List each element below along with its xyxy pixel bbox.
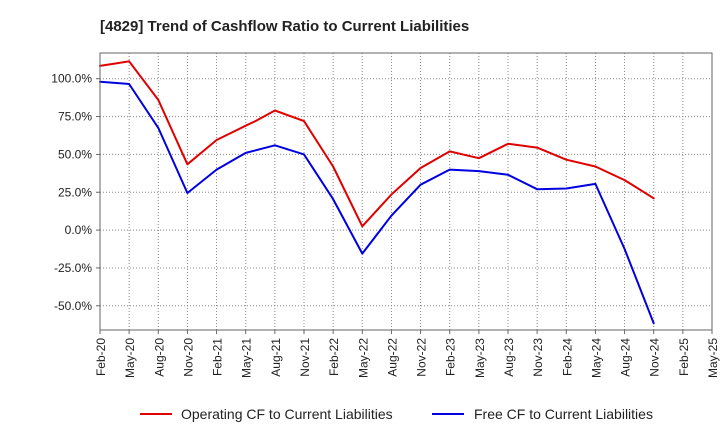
plot-area-frame: [99, 52, 713, 331]
y-tick-label: 75.0%: [58, 110, 92, 124]
operating-cf-line: [99, 60, 655, 228]
x-tick-label: May-21: [240, 338, 254, 378]
x-tick-label: May-25: [706, 338, 720, 378]
x-tick-label: Aug-20: [152, 338, 166, 377]
chart-title: [4829] Trend of Cashflow Ratio to Curren…: [100, 18, 469, 35]
x-tick-label: Feb-20: [94, 338, 108, 376]
x-tick-label: Feb-22: [327, 338, 341, 376]
x-tick-label: May-22: [356, 338, 370, 378]
x-tick-label: May-23: [473, 338, 487, 378]
x-tick-label: Aug-21: [269, 338, 283, 377]
y-tick-label: 100.0%: [51, 72, 92, 86]
legend-label: Operating CF to Current Liabilities: [181, 406, 393, 422]
grid-lines: [99, 53, 713, 330]
y-axis: 100.0% 75.0% 50.0% 25.0% 0.0% -25.0% -50.0%: [51, 72, 100, 313]
x-tick-label: Nov-23: [531, 338, 545, 377]
x-tick-label: Aug-24: [619, 338, 633, 377]
y-tick-label: -50.0%: [54, 299, 92, 313]
x-tick-label: Nov-24: [648, 338, 662, 377]
y-tick-label: 0.0%: [65, 223, 93, 237]
x-tick-label: Feb-25: [677, 338, 691, 376]
y-tick-label: 25.0%: [58, 185, 92, 199]
x-tick-label: Nov-21: [298, 338, 312, 377]
legend-label: Free CF to Current Liabilities: [474, 406, 653, 422]
x-axis: Feb-20 May-20 Aug-20 Nov-20 Feb-21 May-21 Aug-…: [94, 330, 720, 378]
free-cf-line: [99, 80, 655, 325]
x-tick-label: Nov-22: [415, 338, 429, 377]
series-lines: [99, 60, 655, 325]
x-tick-label: Feb-23: [444, 338, 458, 376]
x-tick-label: Aug-22: [385, 338, 399, 377]
x-tick-label: Nov-20: [181, 338, 195, 377]
y-tick-label: 50.0%: [58, 147, 92, 161]
x-tick-label: May-20: [123, 338, 137, 378]
x-tick-label: May-24: [589, 338, 603, 378]
y-tick-label: -25.0%: [54, 261, 92, 275]
x-tick-label: Feb-21: [211, 338, 225, 376]
x-tick-label: Aug-23: [502, 338, 516, 377]
x-tick-label: Feb-24: [560, 338, 574, 376]
legend: Operating CF to Current Liabilities Free …: [140, 406, 653, 422]
